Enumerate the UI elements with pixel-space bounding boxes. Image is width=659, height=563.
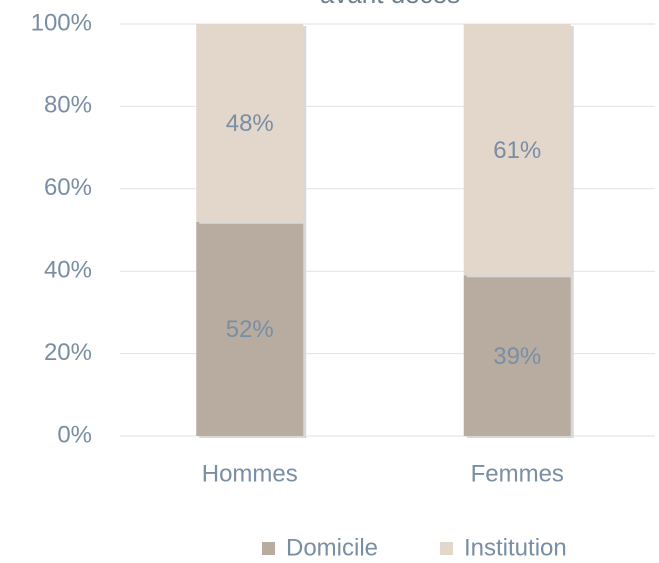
data-label: 39% — [493, 343, 541, 370]
legend-swatch — [262, 542, 275, 555]
legend-label: Domicile — [286, 534, 378, 561]
x-tick-label: Femmes — [471, 460, 564, 487]
bar-segment — [196, 24, 304, 222]
legend-label: Institution — [464, 534, 567, 561]
data-label: 52% — [226, 316, 274, 343]
bar-segment — [463, 24, 571, 276]
x-tick-label: Hommes — [202, 460, 298, 487]
y-tick-label: 0% — [57, 421, 92, 448]
data-label: 61% — [493, 137, 541, 164]
legend-swatch — [440, 542, 453, 555]
y-tick-label: 100% — [31, 9, 92, 36]
y-tick-label: 60% — [44, 174, 92, 201]
data-label: 48% — [226, 110, 274, 137]
bar-segment — [463, 275, 571, 436]
chart-title: avant décès — [320, 0, 460, 9]
bar-segment — [196, 221, 304, 436]
y-tick-label: 20% — [44, 339, 92, 366]
y-tick-label: 40% — [44, 257, 92, 284]
y-tick-label: 80% — [44, 92, 92, 119]
